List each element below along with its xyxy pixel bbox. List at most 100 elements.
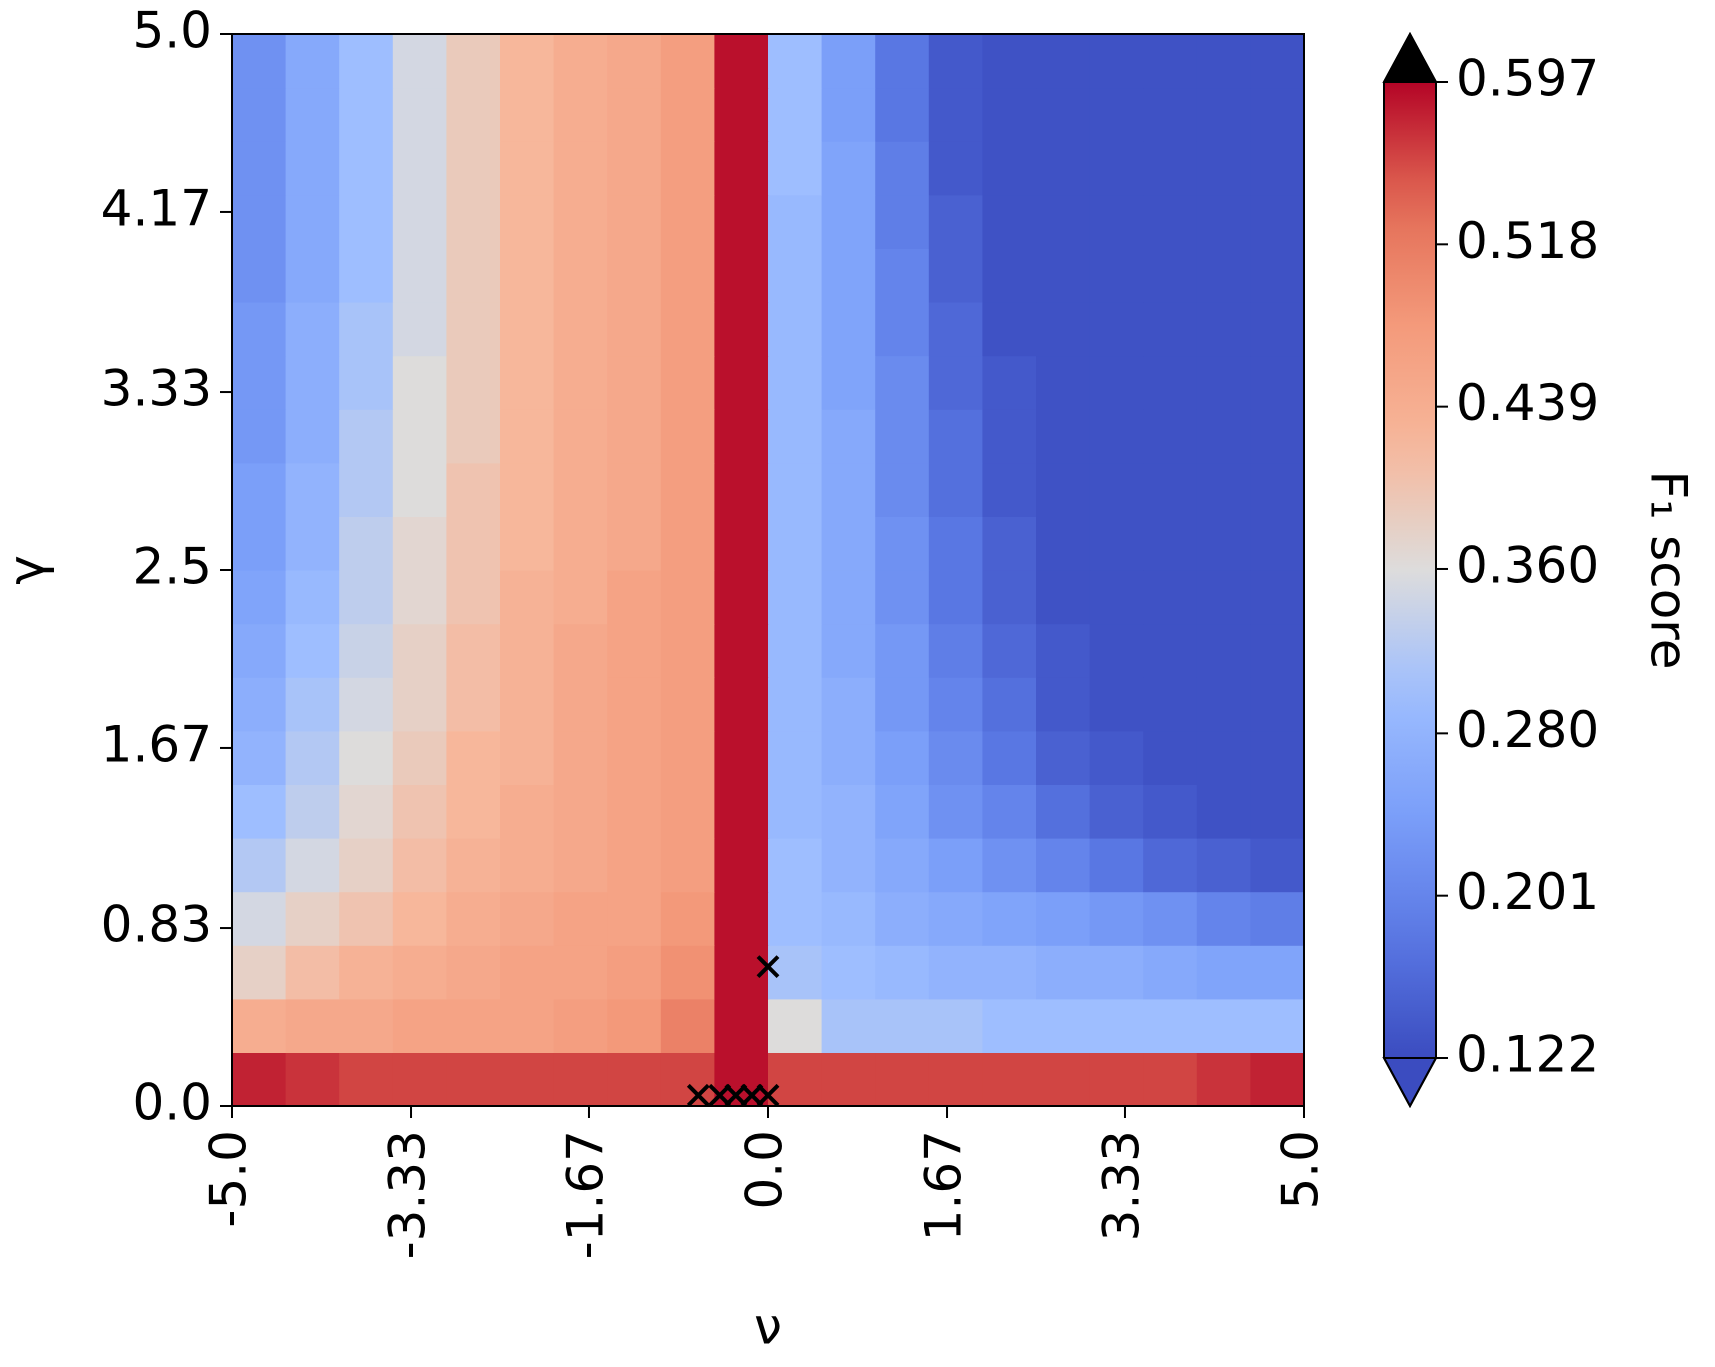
heatmap-cell [232,838,287,893]
heatmap-cell [875,838,930,893]
heatmap-cell [500,355,555,410]
heatmap-cell [875,87,930,142]
heatmap-cell [982,945,1037,1000]
heatmap-cell [982,891,1037,946]
heatmap-cell [446,34,501,89]
heatmap-cell [768,945,823,1000]
heatmap-cell [553,302,608,357]
x-tick-label: -3.33 [379,1130,437,1259]
heatmap-cell [1036,516,1091,571]
heatmap-cell [1036,87,1091,142]
heatmap-cell [660,623,715,678]
y-tick-label: 4.17 [101,179,212,237]
marker [756,1083,780,1107]
heatmap-cell [232,677,287,732]
heatmap-cell [553,838,608,893]
heatmap-cell [821,570,876,625]
colorbar-extend-max [1382,31,1438,83]
heatmap-cell [1089,34,1144,89]
heatmap-cell [875,462,930,517]
heatmap-cell [553,784,608,839]
heatmap-cell [982,516,1037,571]
heatmap-cell [1143,784,1198,839]
heatmap-cell [607,838,662,893]
heatmap-cell [1036,141,1091,196]
heatmap-cell [1089,248,1144,303]
heatmap-cell [1250,462,1305,517]
heatmap-cell [553,516,608,571]
heatmap-cell [1143,516,1198,571]
heatmap-cell [1196,945,1251,1000]
heatmap-cell [660,891,715,946]
heatmap-cell [714,623,769,678]
heatmap-cell [446,355,501,410]
heatmap-cell [768,998,823,1053]
heatmap-cell [339,194,394,249]
heatmap-cell [1036,784,1091,839]
heatmap-cell [821,248,876,303]
heatmap-cell [768,784,823,839]
heatmap-cell [1250,302,1305,357]
heatmap-cell [1250,87,1305,142]
heatmap-cell [392,34,447,89]
heatmap-cell [1036,194,1091,249]
heatmap-cell [875,784,930,839]
heatmap-cell [607,248,662,303]
heatmap-cell [553,409,608,464]
heatmap-cell [339,891,394,946]
heatmap-cell [1036,302,1091,357]
heatmap-cell [1036,677,1091,732]
heatmap-cell [1089,409,1144,464]
heatmap-cell [1250,891,1305,946]
heatmap-cell [500,945,555,1000]
heatmap-cell [607,677,662,732]
heatmap-cell [285,570,340,625]
heatmap-cell [821,677,876,732]
heatmap-cell [392,998,447,1053]
heatmap-cell [285,87,340,142]
heatmap-cell [982,730,1037,785]
heatmap-cell [553,34,608,89]
heatmap-cell [1196,784,1251,839]
heatmap-cell [446,945,501,1000]
marker [686,1083,710,1107]
heatmap-cell [339,998,394,1053]
heatmap-cell [553,194,608,249]
heatmap-cell [232,623,287,678]
heatmap-cell [446,516,501,571]
heatmap-cell [768,516,823,571]
heatmap-cell [339,730,394,785]
colorbar-tick-label: 0.597 [1456,50,1599,108]
heatmap-cell [768,623,823,678]
heatmap-cell [982,141,1037,196]
heatmap-cell [928,248,983,303]
heatmap-cell [1089,998,1144,1053]
heatmap-cell [500,838,555,893]
heatmap-cell [1196,730,1251,785]
heatmap-cell [607,194,662,249]
heatmap-cell [500,570,555,625]
heatmap-cell [392,516,447,571]
heatmap-cell [232,87,287,142]
heatmap-cell [232,141,287,196]
heatmap-cell [339,141,394,196]
heatmap-cell [1250,784,1305,839]
heatmap-cell [768,87,823,142]
heatmap-cell [875,248,930,303]
heatmap-cell [500,1052,555,1107]
heatmap-cell [1089,677,1144,732]
x-axis-label: ν [754,1298,782,1356]
heatmap-cell [768,302,823,357]
heatmap-cell [875,945,930,1000]
heatmap-cell [1250,516,1305,571]
heatmap-cell [821,730,876,785]
heatmap-cell [607,623,662,678]
x-tick-label: 1.67 [915,1130,973,1241]
heatmap-cell [607,302,662,357]
heatmap-cell [714,730,769,785]
heatmap-cell [1250,623,1305,678]
heatmap-cell [1089,194,1144,249]
heatmap-cell [285,409,340,464]
heatmap-cell [982,409,1037,464]
